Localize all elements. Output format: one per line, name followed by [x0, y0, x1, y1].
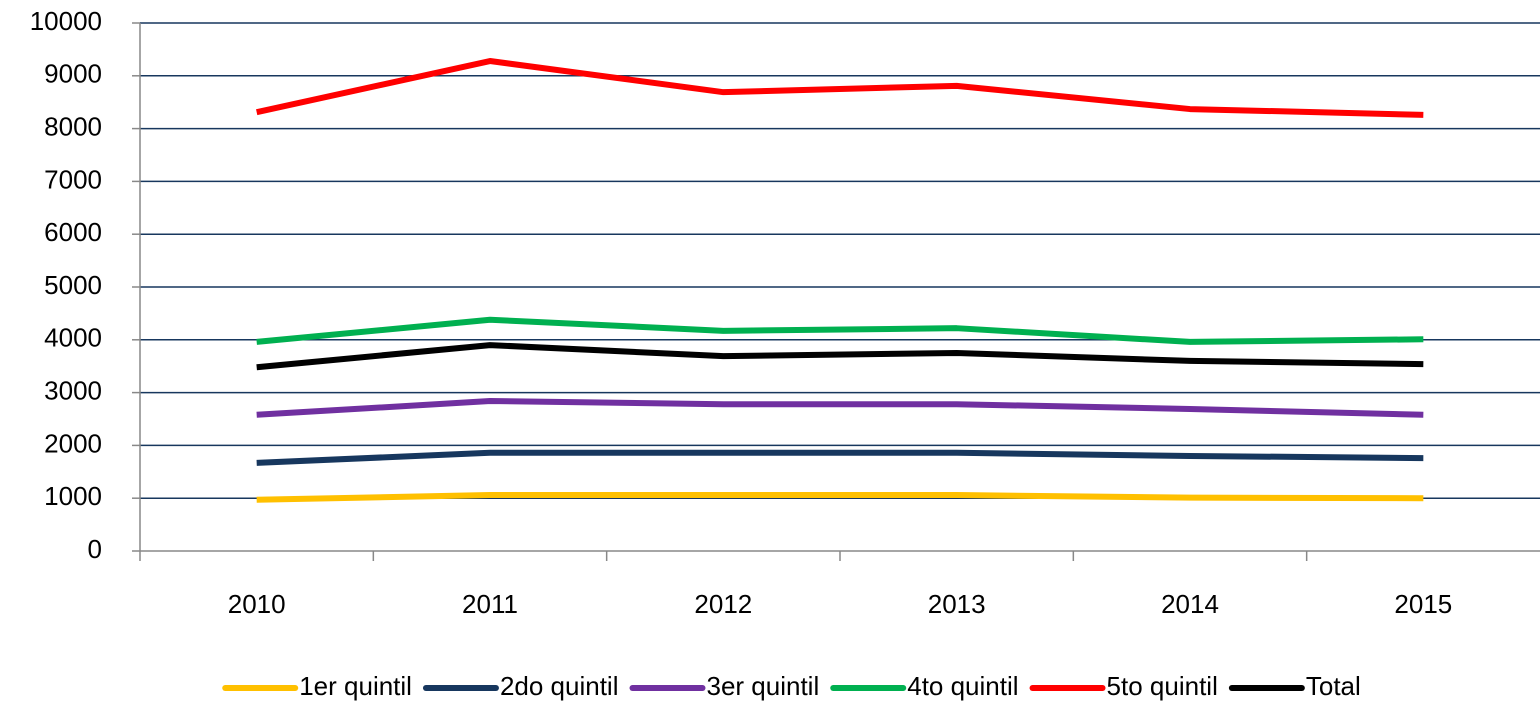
series-line	[256, 398, 1424, 418]
x-tick-label: 2010	[228, 589, 286, 619]
legend-label: 1er quintil	[299, 671, 412, 701]
legend-label: 2do quintil	[500, 671, 619, 701]
x-tick-label: 2013	[928, 589, 986, 619]
y-tick-label: 4000	[44, 323, 102, 353]
y-tick-label: 2000	[44, 428, 102, 458]
y-tick-label: 1000	[44, 481, 102, 511]
y-tick-label: 9000	[44, 59, 102, 89]
legend-label: 4to quintil	[907, 671, 1018, 701]
y-tick-label: 6000	[44, 217, 102, 247]
legend-label: Total	[1306, 671, 1361, 701]
series-line	[256, 492, 1424, 503]
x-tick-label: 2012	[694, 589, 752, 619]
y-tick-label: 3000	[44, 375, 102, 405]
x-tick-label: 2011	[462, 589, 518, 619]
series-line	[256, 449, 1424, 466]
series-line	[256, 342, 1424, 371]
x-tick-label: 2015	[1394, 589, 1452, 619]
legend-label: 5to quintil	[1107, 671, 1218, 701]
y-tick-label: 8000	[44, 111, 102, 141]
series-line	[256, 58, 1424, 118]
y-tick-label: 5000	[44, 270, 102, 300]
y-tick-label: 7000	[44, 164, 102, 194]
x-tick-label: 2014	[1161, 589, 1219, 619]
y-tick-label: 0	[88, 534, 102, 564]
series-line	[256, 316, 1424, 345]
y-tick-label: 10000	[30, 6, 102, 36]
legend-label: 3er quintil	[707, 671, 820, 701]
